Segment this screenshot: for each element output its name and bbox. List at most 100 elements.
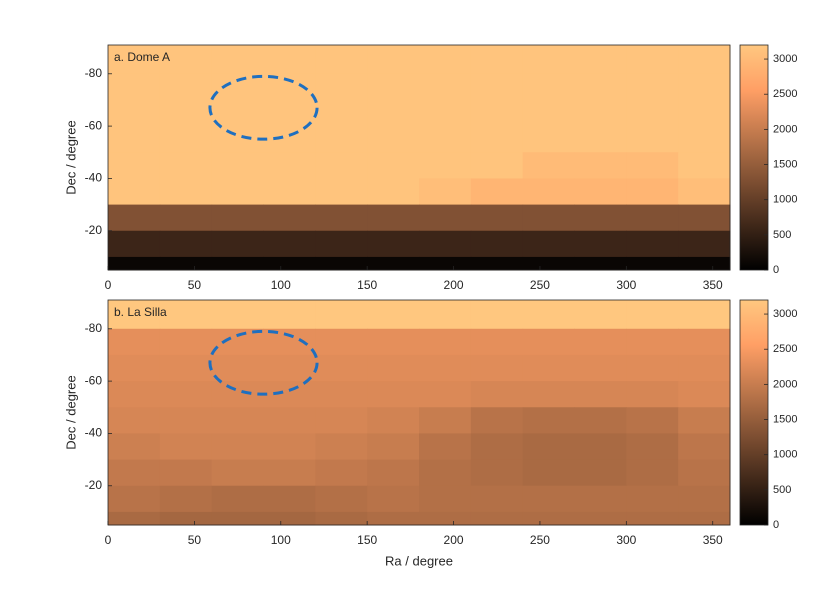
y-tick-label: -80: [85, 321, 103, 335]
heat-cell: [367, 99, 420, 127]
colorbar-tick-label: 0: [773, 264, 779, 276]
heat-cell: [263, 152, 316, 179]
heat-cell: [522, 152, 575, 179]
heat-cell: [315, 328, 368, 356]
colorbar-tick-label: 500: [773, 484, 791, 496]
heat-cell: [574, 45, 627, 75]
x-tick-label: 100: [271, 533, 291, 547]
colorbar: [739, 299, 769, 526]
y-tick-label: -80: [85, 66, 103, 80]
heat-cell: [159, 99, 213, 127]
heat-cell: [574, 407, 627, 434]
colorbar-tick-label: 2000: [773, 123, 797, 135]
heat-cell: [315, 204, 368, 232]
heat-cell: [159, 256, 213, 271]
heat-cell: [626, 99, 679, 127]
heat-cell: [626, 328, 679, 356]
heat-cell: [678, 381, 731, 408]
x-tick-label: 250: [530, 278, 550, 292]
heat-cell: [470, 459, 524, 487]
heat-cell: [108, 354, 161, 382]
heat-cell: [211, 152, 264, 179]
x-tick-label: 50: [188, 533, 202, 547]
x-tick-label: 100: [271, 278, 291, 292]
panel-title: b. La Silla: [114, 305, 167, 319]
heat-cell: [574, 178, 627, 206]
heat-cell: [419, 99, 472, 127]
heat-cell: [419, 300, 472, 330]
y-tick-label: -20: [85, 223, 103, 237]
heat-cell: [108, 485, 161, 513]
heat-cell: [574, 73, 627, 101]
x-tick-label: 200: [444, 533, 464, 547]
x-tick-label: 350: [703, 278, 723, 292]
colorbar: [739, 44, 769, 271]
heat-cell: [159, 300, 213, 330]
heat-cell: [678, 459, 731, 487]
heat-cell: [470, 300, 524, 330]
x-tick-label: 150: [357, 278, 377, 292]
heat-cell: [159, 230, 213, 258]
heat-cell: [678, 433, 731, 461]
heat-cell: [626, 354, 679, 382]
heat-cell: [263, 511, 316, 526]
heat-cell: [522, 354, 575, 382]
heat-cell: [159, 459, 213, 487]
heat-cell: [626, 381, 679, 408]
heat-cell: [574, 300, 627, 330]
colorbar-tick-label: 0: [773, 519, 779, 531]
heat-cell: [159, 433, 213, 461]
colorbar-tick-label: 3000: [773, 53, 797, 65]
heat-cell: [419, 152, 472, 179]
heat-cell: [626, 485, 679, 513]
heat-cell: [419, 204, 472, 232]
heat-cell: [626, 256, 679, 271]
heat-cell: [419, 178, 472, 206]
heat-cell: [211, 407, 264, 434]
heat-cell: [522, 178, 575, 206]
heat-cell: [211, 354, 264, 382]
heat-cell: [419, 45, 472, 75]
heat-cell: [522, 300, 575, 330]
heat-cell: [367, 256, 420, 271]
heat-cell: [574, 381, 627, 408]
heat-cell: [367, 485, 420, 513]
colorbar-tick-label: 2000: [773, 378, 797, 390]
heat-cell: [263, 485, 316, 513]
heat-cell: [574, 433, 627, 461]
heat-cell: [367, 407, 420, 434]
heat-cell: [470, 45, 524, 75]
heat-cell: [419, 328, 472, 356]
heat-cell: [315, 407, 368, 434]
heat-cell: [522, 99, 575, 127]
y-axis-label: Dec / degree: [63, 375, 78, 449]
heat-cell: [470, 99, 524, 127]
heat-cell: [522, 256, 575, 271]
heat-cell: [419, 381, 472, 408]
heat-cell: [159, 152, 213, 179]
heat-cell: [574, 485, 627, 513]
heat-cell: [678, 407, 731, 434]
heat-cell: [574, 230, 627, 258]
heat-cell: [211, 45, 264, 75]
heat-cell: [470, 256, 524, 271]
heat-cell: [626, 300, 679, 330]
heat-cell: [159, 45, 213, 75]
heat-cell: [263, 381, 316, 408]
heat-cell: [574, 354, 627, 382]
heat-cell: [159, 407, 213, 434]
heat-cell: [108, 511, 161, 526]
heat-cell: [263, 354, 316, 382]
heat-cell: [522, 511, 575, 526]
heat-cell: [678, 256, 731, 271]
heat-cell: [211, 459, 264, 487]
heat-cell: [263, 45, 316, 75]
heat-cell: [211, 204, 264, 232]
heat-cell: [108, 73, 161, 101]
heat-cell: [263, 230, 316, 258]
heat-cell: [211, 126, 264, 153]
heat-cell: [315, 485, 368, 513]
heat-cell: [419, 126, 472, 153]
heat-cell: [159, 73, 213, 101]
